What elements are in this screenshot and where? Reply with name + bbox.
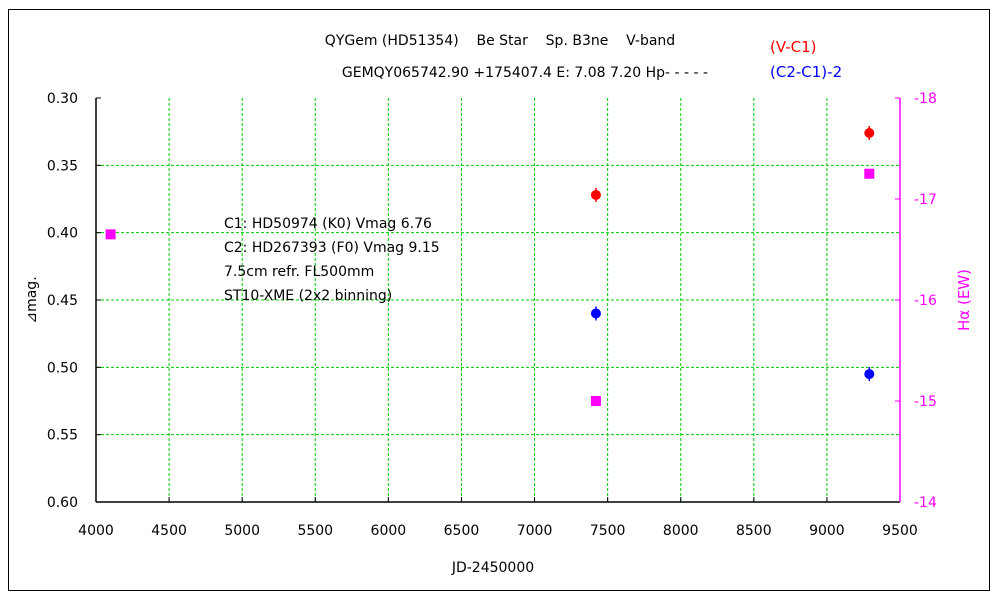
data-point-v-c1 <box>590 189 601 200</box>
tick-labels: 4000 4500 5000 5500 6000 6500 7000 7500 8000 8500… <box>47 91 937 539</box>
y2-tick-label: -14 <box>914 495 937 511</box>
y2-axis-label: Hα (EW) <box>955 269 973 331</box>
annotation-c1: C1: HD50974 (K0) Vmag 6.76 <box>224 216 432 232</box>
data-marks <box>105 126 875 406</box>
data-point-halpha <box>864 168 875 179</box>
x-tick-label: 9500 <box>882 523 918 539</box>
y2-tick-label: -18 <box>914 91 937 107</box>
legend-entry-c2-c1: (C2-C1)-2 <box>770 63 842 81</box>
x-axis-label: JD-2450000 <box>451 560 534 576</box>
x-tick-label: 5500 <box>297 523 333 539</box>
x-tick-label: 7000 <box>517 523 553 539</box>
y2-tick-label: -17 <box>914 192 937 208</box>
x-tick-label: 6500 <box>444 523 480 539</box>
axes <box>95 97 901 503</box>
x-tick-label: 7500 <box>590 523 626 539</box>
y2-tick-label: -16 <box>914 293 937 309</box>
data-point-v-c1 <box>864 128 875 139</box>
data-point-halpha <box>105 229 116 240</box>
grid-lines <box>96 98 900 502</box>
x-tick-label: 8500 <box>736 523 772 539</box>
y-tick-label: 0.40 <box>47 226 78 242</box>
chart-subtitle: GEMQY065742.90 +175407.4 E: 7.08 7.20 Hp… <box>342 65 708 81</box>
y-tick-label: 0.55 <box>47 428 78 444</box>
x-tick-label: 4500 <box>151 523 187 539</box>
y-tick-label: 0.45 <box>47 293 78 309</box>
data-point-halpha <box>590 396 601 406</box>
y2-tick-label: -15 <box>914 394 937 410</box>
annotation-telescope: 7.5cm refr. FL500mm <box>224 264 374 280</box>
data-point-c2-c1 <box>590 308 601 319</box>
data-point-c2-c1 <box>864 369 875 380</box>
annotation-c2: C2: HD267393 (F0) Vmag 9.15 <box>224 240 440 256</box>
x-tick-label: 8000 <box>663 523 699 539</box>
x-tick-label: 5000 <box>224 523 260 539</box>
chart-title: QYGem (HD51354) Be Star Sp. B3ne V-band <box>325 33 675 49</box>
x-tick-label: 6000 <box>371 523 407 539</box>
y-axis-label: ⊿mag. <box>24 276 40 323</box>
x-tick-label: 9000 <box>809 523 845 539</box>
y-tick-label: 0.50 <box>47 360 78 376</box>
y-tick-label: 0.35 <box>47 158 78 174</box>
y-tick-label: 0.60 <box>47 495 78 511</box>
legend-entry-v-c1: (V-C1) <box>770 38 817 56</box>
annotation-camera: ST10-XME (2x2 binning) <box>224 288 392 304</box>
y-tick-label: 0.30 <box>47 91 78 107</box>
x-tick-label: 4000 <box>78 523 114 539</box>
